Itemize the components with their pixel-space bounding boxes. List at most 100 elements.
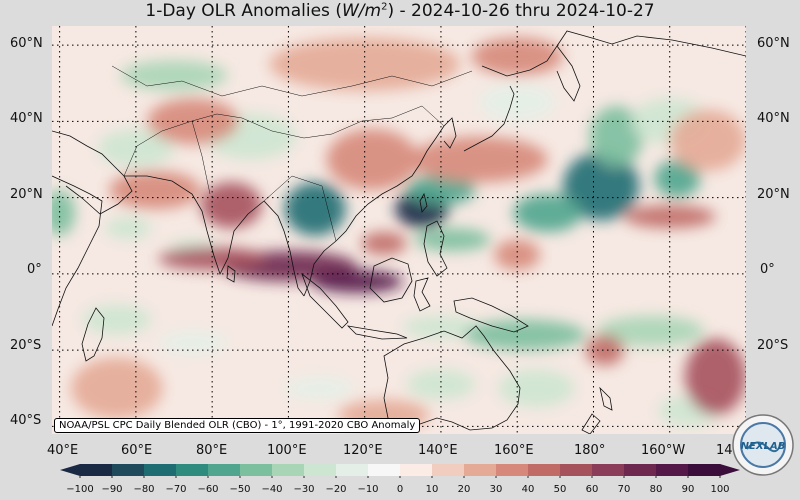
negative-anomaly-region [654, 159, 701, 198]
lon-label: 100°E [267, 443, 307, 458]
siberia-coast [481, 30, 746, 77]
japan-coast [463, 85, 515, 152]
colorbar-cell [656, 464, 689, 476]
logo-swirl [746, 441, 782, 453]
colorbar-tick-label: −10 [357, 484, 379, 495]
logo-text: NEXLAB [741, 441, 786, 452]
colorbar-tick-label: −30 [293, 484, 315, 495]
colorbar-cell [624, 464, 657, 476]
negative-anomaly-region [513, 193, 583, 232]
lat-label-left: 0° [27, 262, 42, 277]
lon-label: 120°E [343, 443, 383, 458]
colorbar-tick-label: 30 [489, 484, 503, 495]
colorbar-tick-label: −60 [197, 484, 219, 495]
colorbar-tick-label: 100 [710, 484, 730, 495]
lat-label-left: 40°N [10, 111, 43, 126]
java-coast [346, 325, 408, 340]
negative-anomaly-region [158, 331, 228, 354]
colorbar-cell [432, 464, 465, 476]
colorbar-tick-label: −70 [165, 484, 187, 495]
lat-label-left: 40°S [10, 413, 42, 428]
colorbar-tick-label: 10 [425, 484, 439, 495]
map-panel [52, 26, 746, 434]
negative-anomaly-region [406, 369, 476, 400]
colorbar-tick-label: −100 [66, 484, 94, 495]
colorbar-tick-label: 20 [457, 484, 471, 495]
colorbar-tick-label: −50 [229, 484, 251, 495]
lon-label: 14 [716, 443, 733, 458]
lon-label: 80°E [196, 443, 228, 458]
colorbar-cell [272, 464, 305, 476]
data-source-credit: NOAA/PSL CPC Daily Blended OLR (CBO) - 1… [54, 418, 421, 433]
colorbar-cell [592, 464, 625, 476]
map-background [52, 26, 746, 434]
korea-coast [443, 117, 457, 149]
borneo-coast [369, 257, 413, 303]
new-zealand-north-coast [599, 386, 613, 411]
philippines-coast [423, 220, 448, 277]
gridlines [52, 26, 746, 434]
colorbar-tick-label: −40 [261, 484, 283, 495]
indochina-borders [263, 175, 337, 242]
lat-label-left: 60°N [10, 36, 43, 51]
colorbar-cell [496, 464, 529, 476]
pakistan-border [191, 120, 211, 195]
negative-anomaly-region [284, 376, 354, 400]
colorbar-cell [80, 464, 113, 476]
colorbar-tick-label: 50 [553, 484, 567, 495]
positive-anomaly-region [585, 334, 624, 366]
lat-label-right: 60°N [757, 36, 790, 51]
sulawesi-coast [413, 277, 431, 312]
india-coast [124, 175, 265, 276]
positive-anomaly-region [158, 247, 266, 271]
negative-anomaly-region [120, 60, 228, 91]
lat-label-right: 20°S [757, 338, 789, 353]
negative-anomaly-region [597, 315, 705, 347]
colorbar-cell [304, 464, 337, 476]
colorbar-cell [688, 464, 721, 476]
new-guinea-coast [453, 297, 529, 333]
colorbar-left-arrow [60, 464, 80, 476]
negative-anomaly-region [562, 151, 640, 221]
madagascar-coast [81, 307, 105, 362]
negative-anomaly-region [105, 216, 152, 240]
lon-label: 180° [574, 443, 606, 458]
lat-label-right: 20°N [757, 187, 790, 202]
colorbar [60, 464, 740, 478]
lat-label-right: 40°N [757, 111, 790, 126]
colorbar-tick-label: −20 [325, 484, 347, 495]
positive-anomaly-region [311, 270, 403, 293]
colorbar-right-arrow [720, 464, 740, 476]
east-asia-coast [303, 125, 445, 297]
colorbar-cell [368, 464, 401, 476]
taiwan-coast [419, 192, 428, 213]
positive-anomaly-region [360, 231, 407, 255]
sumatra-coast [301, 272, 349, 329]
negative-anomaly-region [82, 304, 152, 335]
positive-anomaly-region [269, 37, 461, 91]
negative-anomaly-region [498, 369, 575, 408]
positive-anomaly-region [410, 136, 548, 183]
lat-label-right: 0° [760, 262, 775, 277]
lon-label: 160°W [641, 443, 686, 458]
negative-anomaly-region [284, 182, 346, 236]
africa-coast [52, 175, 103, 327]
anomaly-map [52, 26, 746, 434]
country-borders [123, 105, 445, 177]
lon-label: 160°E [494, 443, 534, 458]
negative-anomaly-region [52, 189, 75, 236]
colorbar-cell [336, 464, 369, 476]
lat-label-left: 20°S [10, 338, 42, 353]
negative-anomaly-region [414, 228, 491, 251]
colorbar-tick-label: 80 [649, 484, 663, 495]
lon-label: 140°E [418, 443, 458, 458]
colorbar-cell [144, 464, 177, 476]
chart-title: 1-Day OLR Anomalies (W/m2) - 2024-10-26 … [145, 1, 655, 21]
myanmar-coast [263, 200, 305, 297]
colorbar-tick-label: 70 [617, 484, 631, 495]
lon-label: 60°E [121, 443, 153, 458]
negative-anomaly-region [463, 319, 586, 351]
positive-anomaly-region [684, 338, 746, 415]
lat-label-left: 20°N [10, 187, 43, 202]
positive-anomaly-region [109, 170, 201, 210]
